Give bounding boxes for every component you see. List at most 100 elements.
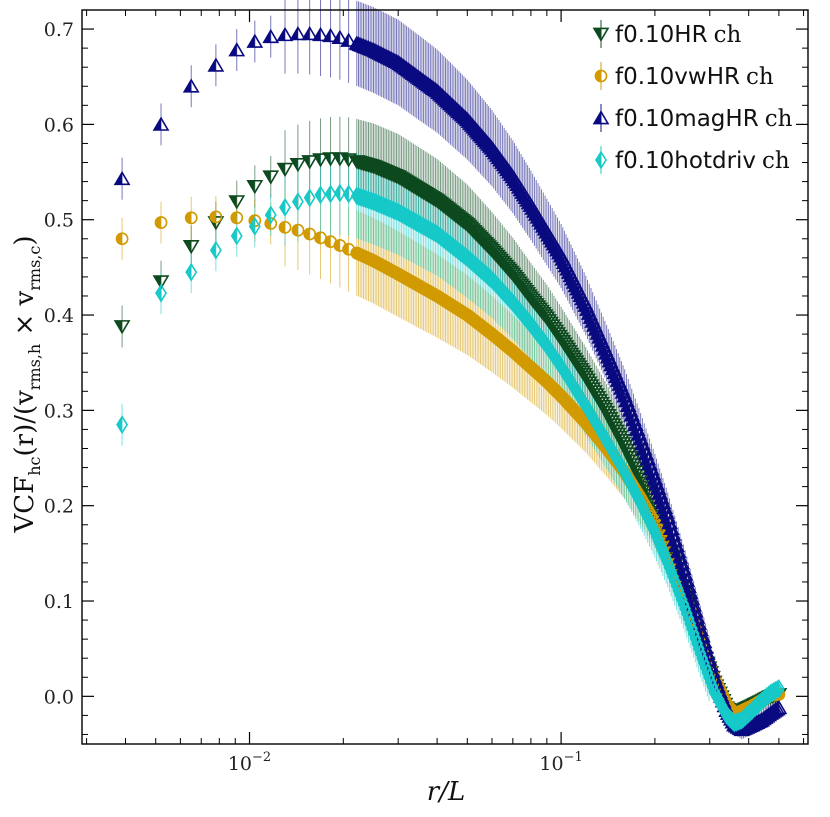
legend-label: f0.10hotdriv ch — [615, 148, 790, 174]
data-point-fill — [184, 79, 192, 92]
data-point-fill — [332, 153, 340, 166]
data-point-fill — [231, 227, 237, 244]
plot-frame — [81, 9, 809, 745]
data-point-fill — [619, 394, 627, 407]
data-point-fill — [343, 185, 349, 202]
y-tick-label: 0.1 — [44, 591, 74, 613]
data-point-fill — [313, 28, 321, 41]
data-point-fill — [646, 467, 654, 480]
data-point-fill — [155, 216, 162, 229]
data-point-fill — [644, 462, 652, 475]
data-point-fill — [665, 527, 673, 540]
y-label-base: VCF — [10, 476, 40, 534]
legend-marker-fill — [594, 28, 601, 41]
data-point-fill — [229, 196, 237, 208]
data-point-fill — [630, 423, 638, 436]
legend-label: f0.10magHR ch — [615, 106, 793, 132]
x-axis-label: r/L — [427, 777, 465, 807]
data-point-fill — [247, 180, 255, 193]
data-point-fill — [672, 550, 680, 563]
y-tick-label: 0.5 — [44, 210, 74, 232]
data-point-fill — [332, 31, 340, 44]
y-label-times: × v — [10, 290, 40, 343]
legend-item-f0.10hotdriv: f0.10hotdriv ch — [595, 146, 790, 174]
data-point-fill — [624, 408, 632, 421]
data-point-fill — [210, 242, 216, 259]
data-point-fill — [621, 399, 629, 412]
data-point-fill — [315, 186, 321, 203]
data-point-fill — [662, 516, 670, 529]
data-point-fill — [678, 568, 686, 580]
data-point-fill — [325, 185, 331, 202]
y-tick-label: 0.4 — [44, 305, 74, 327]
data-point-fill — [773, 680, 779, 697]
y-label-sub-h: rms,h — [25, 344, 44, 390]
data-point-fill — [115, 320, 123, 333]
data-point-fill — [280, 199, 286, 216]
data-point-fill — [184, 240, 192, 253]
data-point-fill — [341, 34, 349, 47]
data-point-fill — [617, 389, 625, 402]
y-axis-label: VCFhc(r)/(vrms,h × vrms,c) — [10, 236, 44, 534]
legend-marker-fill — [595, 70, 601, 82]
y-label-mid: (r)/(v — [10, 390, 40, 457]
data-point-fill — [671, 545, 679, 558]
data-point-fill — [247, 35, 255, 48]
legend-item-f0.10magHR: f0.10magHR ch — [592, 104, 793, 132]
data-point-fill — [302, 27, 310, 40]
data-point-fill — [323, 153, 331, 166]
data-points — [113, 25, 788, 737]
data-point-fill — [676, 562, 684, 575]
data-point-fill — [771, 701, 779, 714]
data-point-fill — [304, 189, 310, 206]
data-point-fill — [631, 427, 639, 440]
data-point-fill — [117, 416, 123, 433]
data-point-fill — [313, 154, 321, 166]
data-point-fill — [115, 172, 123, 185]
data-point-fill — [154, 118, 162, 130]
legend-item-f0.10HR: f0.10HR ch — [592, 20, 741, 48]
data-point-fill — [343, 243, 349, 255]
data-point-fill — [278, 28, 286, 41]
data-point-fill — [674, 556, 682, 569]
legend-label: f0.10vwHR ch — [615, 64, 774, 90]
data-point-fill — [679, 574, 687, 587]
axis-ticks — [82, 10, 808, 744]
data-point-fill — [626, 413, 634, 426]
legend: f0.10HR ch f0.10vwHR ch f0.10magHR ch f0.10hot… — [592, 20, 793, 174]
data-point-fill — [263, 171, 271, 184]
data-point-fill — [667, 533, 675, 546]
data-point-fill — [334, 185, 340, 202]
data-point-fill — [186, 264, 192, 281]
x-tick-label: 10−2 — [228, 750, 271, 775]
series-f0.10magHR — [113, 25, 788, 737]
data-point-fill — [116, 233, 123, 245]
data-point-fill — [640, 452, 648, 465]
data-point-fill — [279, 221, 286, 233]
data-point-fill — [638, 447, 646, 460]
y-label-sub-c: rms,c — [25, 246, 44, 291]
y-tick-label: 0.3 — [44, 400, 74, 422]
legend-marker-fill — [594, 111, 601, 124]
data-point-fill — [278, 163, 286, 176]
data-point-fill — [323, 29, 331, 42]
data-point-fill — [334, 239, 340, 252]
y-tick-label: 0.6 — [44, 114, 74, 136]
data-point-fill — [208, 58, 216, 71]
legend-marker-fill — [596, 152, 601, 168]
data-point-fill — [292, 224, 298, 236]
data-point-fill — [292, 193, 298, 210]
data-point-fill — [231, 212, 237, 224]
data-point-fill — [290, 158, 298, 171]
data-point-fill — [684, 592, 692, 605]
data-point-fill — [341, 154, 349, 166]
data-point-fill — [229, 43, 237, 56]
series-f0.10hotdriv — [116, 183, 785, 733]
y-label-end: ) — [10, 236, 40, 246]
data-point-fill — [635, 437, 643, 450]
data-point-fill — [304, 228, 310, 240]
data-point-fill — [156, 285, 162, 302]
data-point-fill — [290, 27, 298, 40]
data-point-fill — [314, 232, 321, 244]
